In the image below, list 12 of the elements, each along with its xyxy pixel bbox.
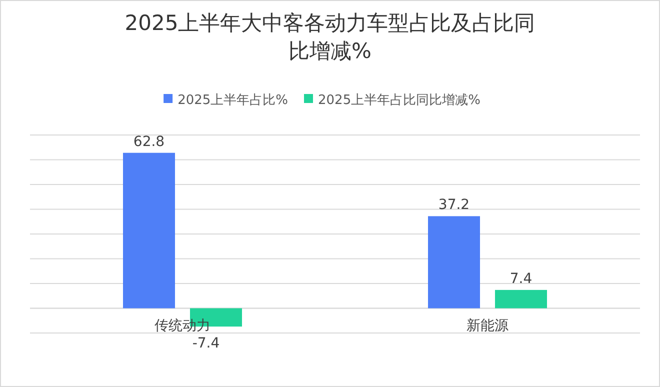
bar <box>123 152 175 308</box>
data-label: -7.4 <box>192 336 220 352</box>
data-label: 62.8 <box>133 134 165 150</box>
legend-label: 2025上半年占比同比增减% <box>318 93 480 108</box>
data-label: 7.4 <box>510 270 532 287</box>
bar <box>495 290 547 308</box>
data-label: 37.2 <box>438 197 470 214</box>
x-tick-label: 传统动力 <box>154 318 210 334</box>
legend-label: 2025上半年占比% <box>178 93 288 108</box>
x-tick-label: 新能源 <box>466 318 508 334</box>
bar <box>428 216 480 308</box>
chart-title: 2025上半年大中客各动力车型占比及占比同比增减% <box>124 11 536 63</box>
